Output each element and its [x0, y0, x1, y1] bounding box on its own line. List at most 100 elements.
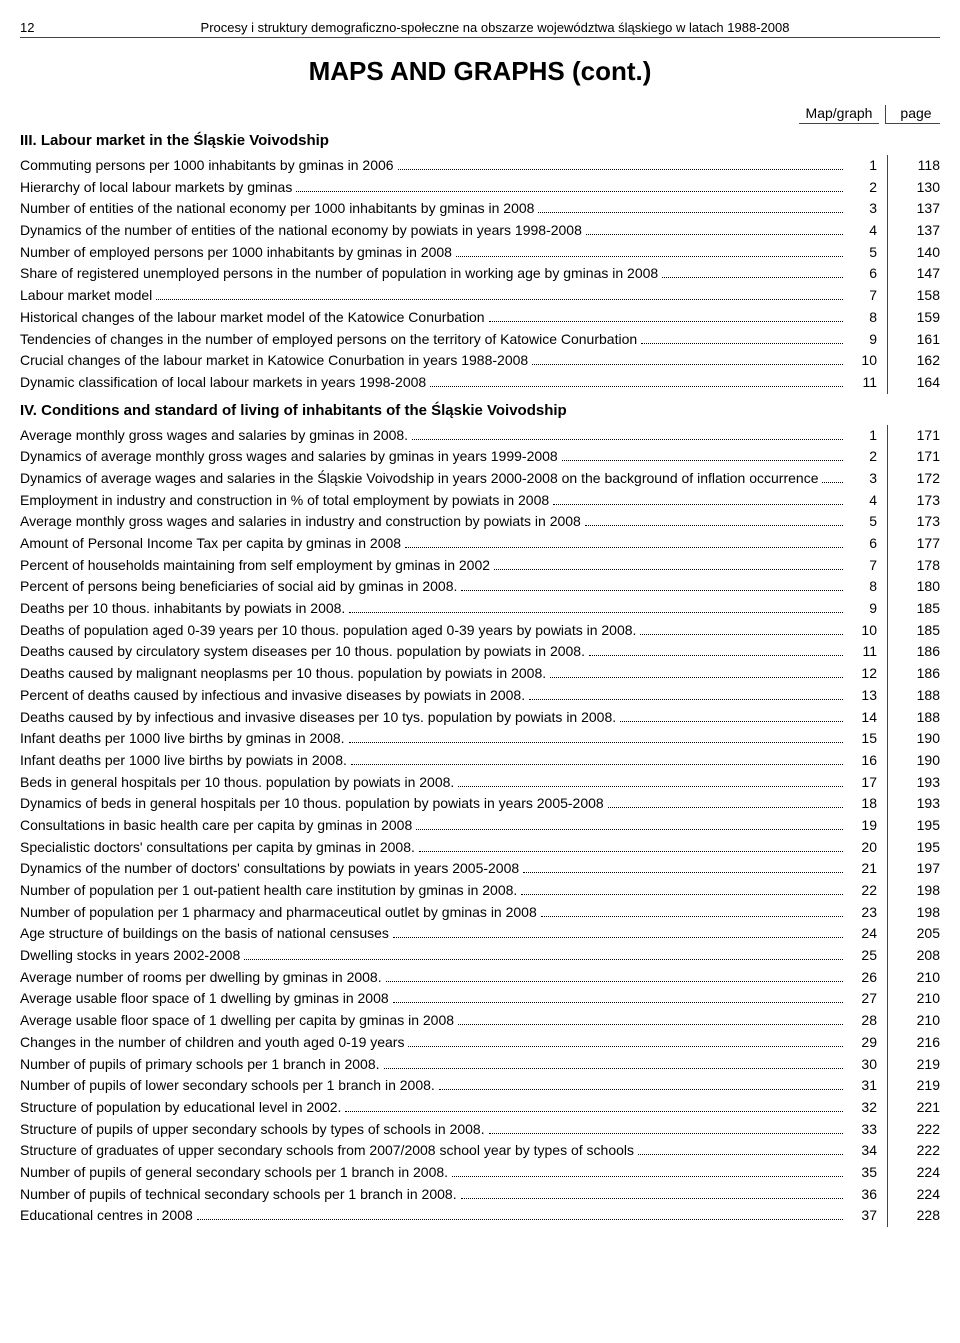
toc-row: Dwelling stocks in years 2002-2008 25208 — [20, 945, 940, 967]
toc-page-number: 188 — [887, 707, 940, 729]
running-header: 12 Procesy i struktury demograficzno-spo… — [20, 20, 940, 38]
toc-text: Amount of Personal Income Tax per capita… — [20, 533, 401, 555]
toc-map-number: 1 — [847, 155, 887, 177]
toc-text: Number of entities of the national econo… — [20, 198, 534, 220]
toc-leader — [662, 267, 843, 279]
toc-row: Age structure of buildings on the basis … — [20, 923, 940, 945]
section-title: IV. Conditions and standard of living of… — [20, 402, 940, 419]
toc-page-number: 208 — [887, 945, 940, 967]
toc-row: Structure of pupils of upper secondary s… — [20, 1119, 940, 1141]
toc-leader — [349, 732, 843, 744]
toc-map-number: 7 — [847, 285, 887, 307]
toc-leader — [494, 558, 843, 570]
toc-page-number: 186 — [887, 663, 940, 685]
toc-text: Dynamics of average monthly gross wages … — [20, 446, 558, 468]
toc-page-number: 185 — [887, 620, 940, 642]
toc-page-number: 137 — [887, 198, 940, 220]
toc-leader — [529, 688, 843, 700]
toc-map-number: 23 — [847, 902, 887, 924]
column-header-map: Map/graph — [799, 105, 879, 124]
toc-row: Dynamic classification of local labour m… — [20, 372, 940, 394]
toc-page-number: 178 — [887, 555, 940, 577]
toc-page-number: 210 — [887, 1010, 940, 1032]
toc-map-number: 33 — [847, 1119, 887, 1141]
toc-text: Dwelling stocks in years 2002-2008 — [20, 945, 240, 967]
toc-leader — [412, 428, 843, 440]
toc-row: Percent of deaths caused by infectious a… — [20, 685, 940, 707]
toc-map-number: 22 — [847, 880, 887, 902]
toc-page-number: 159 — [887, 307, 940, 329]
toc-text: Deaths caused by malignant neoplasms per… — [20, 663, 546, 685]
toc-map-number: 32 — [847, 1097, 887, 1119]
toc-page-number: 188 — [887, 685, 940, 707]
toc-row: Changes in the number of children and yo… — [20, 1032, 940, 1054]
toc-row: Deaths caused by by infectious and invas… — [20, 707, 940, 729]
toc-page-number: 193 — [887, 793, 940, 815]
toc-leader — [521, 884, 843, 896]
toc-page-number: 180 — [887, 576, 940, 598]
toc-page-number: 177 — [887, 533, 940, 555]
toc-row: Labour market model7158 — [20, 285, 940, 307]
toc-text: Dynamics of average wages and salaries i… — [20, 468, 818, 490]
toc-text: Percent of persons being beneficiaries o… — [20, 576, 457, 598]
toc-row: Educational centres in 200837228 — [20, 1205, 940, 1227]
toc-text: Share of registered unemployed persons i… — [20, 263, 658, 285]
toc-row: Tendencies of changes in the number of e… — [20, 329, 940, 351]
toc-leader — [405, 537, 843, 549]
toc-map-number: 5 — [847, 242, 887, 264]
toc-text: Number of employed persons per 1000 inha… — [20, 242, 452, 264]
toc-leader — [439, 1079, 843, 1091]
toc-leader — [244, 949, 843, 961]
toc-map-number: 9 — [847, 329, 887, 351]
toc-map-number: 27 — [847, 988, 887, 1010]
toc-row: Dynamics of average wages and salaries i… — [20, 468, 940, 490]
toc-leader — [585, 515, 843, 527]
toc-leader — [458, 1014, 843, 1026]
toc-map-number: 34 — [847, 1140, 887, 1162]
toc-text: Dynamics of beds in general hospitals pe… — [20, 793, 604, 815]
toc-page-number: 162 — [887, 350, 940, 372]
toc-page-number: 224 — [887, 1184, 940, 1206]
toc-leader — [608, 797, 843, 809]
toc-row: Number of population per 1 out-patient h… — [20, 880, 940, 902]
toc-row: Dynamics of beds in general hospitals pe… — [20, 793, 940, 815]
toc-page-number: 198 — [887, 902, 940, 924]
toc-text: Average monthly gross wages and salaries… — [20, 511, 581, 533]
toc-row: Structure of population by educational l… — [20, 1097, 940, 1119]
toc-text: Labour market model — [20, 285, 152, 307]
toc-map-number: 29 — [847, 1032, 887, 1054]
toc-leader — [640, 623, 843, 635]
toc-row: Average monthly gross wages and salaries… — [20, 511, 940, 533]
toc-map-number: 18 — [847, 793, 887, 815]
toc-row: Average usable floor space of 1 dwelling… — [20, 988, 940, 1010]
toc-text: Deaths caused by circulatory system dise… — [20, 641, 585, 663]
toc-map-number: 15 — [847, 728, 887, 750]
toc-text: Tendencies of changes in the number of e… — [20, 329, 637, 351]
toc-text: Structure of graduates of upper secondar… — [20, 1140, 634, 1162]
toc-page-number: 221 — [887, 1097, 940, 1119]
toc-map-number: 25 — [847, 945, 887, 967]
toc-page-number: 205 — [887, 923, 940, 945]
toc-map-number: 2 — [847, 177, 887, 199]
toc-leader — [351, 753, 843, 765]
toc-leader — [393, 992, 843, 1004]
toc-page-number: 186 — [887, 641, 940, 663]
toc-leader — [349, 602, 843, 614]
toc-row: Deaths caused by circulatory system dise… — [20, 641, 940, 663]
toc-page-number: 228 — [887, 1205, 940, 1227]
toc-text: Percent of households maintaining from s… — [20, 555, 490, 577]
toc-text: Beds in general hospitals per 10 thous. … — [20, 772, 454, 794]
toc-text: Age structure of buildings on the basis … — [20, 923, 389, 945]
toc-page-number: 164 — [887, 372, 940, 394]
toc-page-number: 210 — [887, 988, 940, 1010]
toc-map-number: 12 — [847, 663, 887, 685]
toc-leader — [452, 1165, 843, 1177]
toc-text: Average number of rooms per dwelling by … — [20, 967, 382, 989]
toc-page-number: 137 — [887, 220, 940, 242]
toc-leader — [416, 818, 843, 830]
toc-map-number: 10 — [847, 620, 887, 642]
toc-row: Number of pupils of lower secondary scho… — [20, 1075, 940, 1097]
toc-map-number: 31 — [847, 1075, 887, 1097]
toc-leader — [458, 775, 843, 787]
toc-text: Infant deaths per 1000 live births by po… — [20, 750, 347, 772]
